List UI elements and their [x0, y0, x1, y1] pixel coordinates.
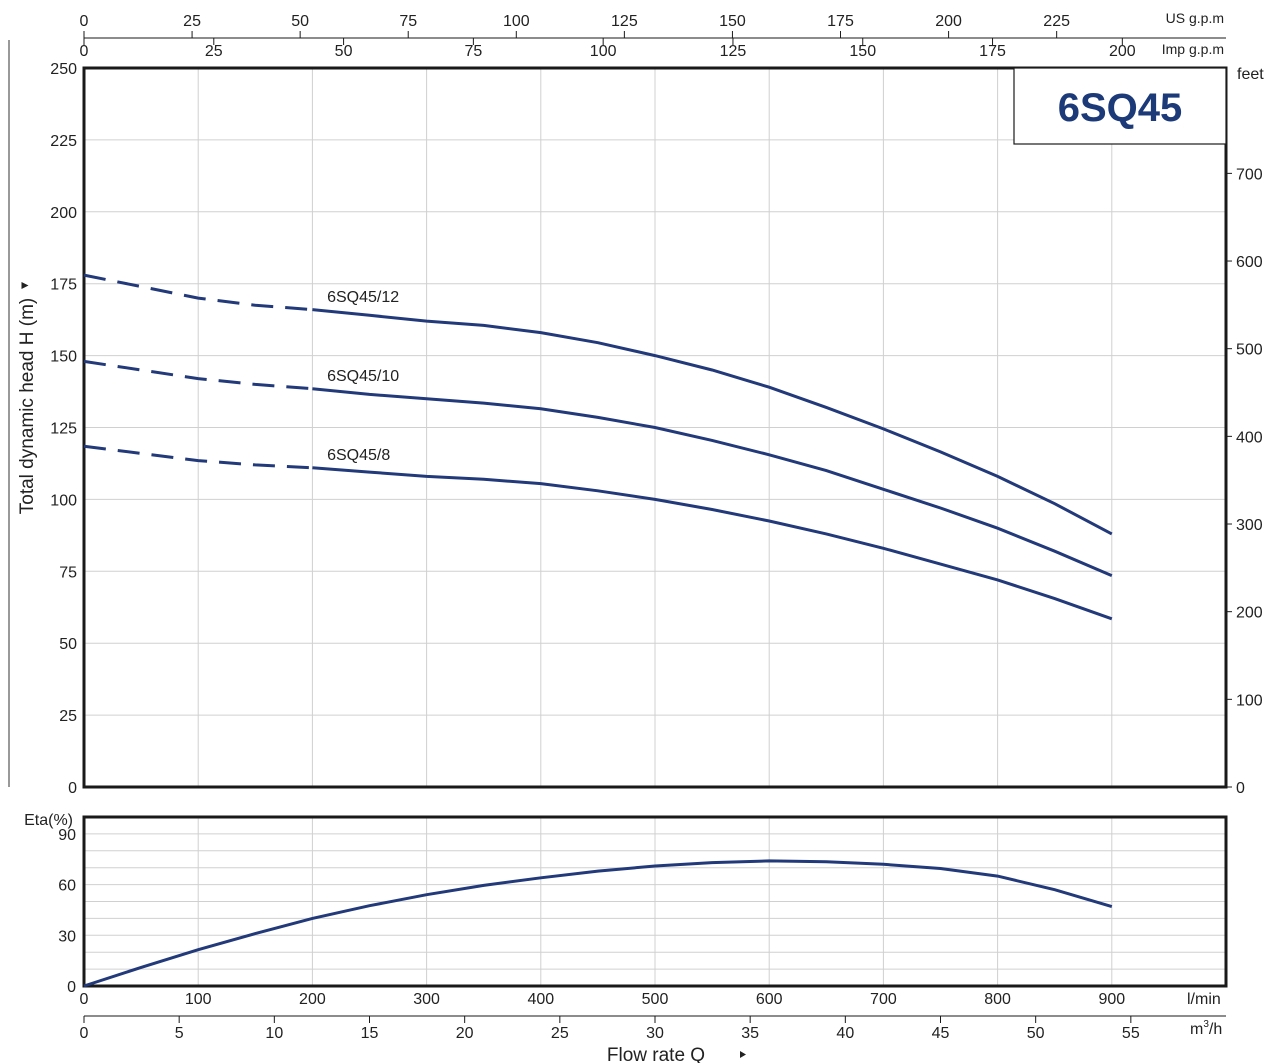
feet-tick-label: 500 [1236, 342, 1263, 359]
us-gpm-tick-label: 175 [827, 13, 854, 30]
head-curve-solid [312, 466, 1113, 621]
efficiency-curve [83, 859, 1113, 988]
head-y-axis-arrow [21, 282, 29, 289]
lmin-unit: l/min [1187, 991, 1221, 1008]
head-y-tick-label: 100 [50, 492, 77, 509]
us-gpm-tick-label: 150 [719, 13, 746, 30]
eta-plot-frame [82, 815, 1228, 988]
imp-gpm-tick-label: 25 [205, 43, 223, 60]
head-series-label: 6SQ45/12 [327, 289, 399, 306]
imp-gpm-tick-label: 175 [979, 43, 1006, 60]
m3h-tick-label: 0 [80, 1025, 89, 1042]
us-gpm-unit: US g.p.m [1166, 10, 1224, 26]
lmin-tick-label: 200 [299, 991, 326, 1008]
m3h-tick-label: 20 [456, 1025, 474, 1042]
head-series-label: 6SQ45/10 [327, 368, 399, 385]
head-curve-solid [312, 387, 1113, 577]
m3h-tick-label: 10 [265, 1025, 283, 1042]
feet-axis-unit: feet [1237, 66, 1264, 83]
head-y-tick-label: 0 [68, 780, 77, 797]
lmin-tick-label: 500 [642, 991, 669, 1008]
m3h-tick-label: 30 [646, 1025, 664, 1042]
m3h-tick-label: 45 [932, 1025, 950, 1042]
imp-gpm-tick-label: 150 [849, 43, 876, 60]
us-gpm-tick-label: 25 [183, 13, 201, 30]
lmin-tick-label: 900 [1098, 991, 1125, 1008]
m3h-unit-superscript: 3 [1203, 1019, 1209, 1030]
head-y-tick-label: 75 [59, 564, 77, 581]
eta-y-tick-label: 30 [58, 928, 76, 945]
lmin-tick-label: 100 [185, 991, 212, 1008]
head-y-tick-label: 225 [50, 133, 77, 150]
imp-gpm-tick-label: 75 [464, 43, 482, 60]
imp-gpm-unit: Imp g.p.m [1162, 41, 1224, 57]
imp-gpm-tick-label: 200 [1109, 43, 1136, 60]
feet-tick-label: 100 [1236, 692, 1263, 709]
eta-y-tick-label: 60 [58, 878, 76, 895]
m3h-tick-label: 40 [836, 1025, 854, 1042]
imp-gpm-tick-label: 50 [335, 43, 353, 60]
lmin-tick-label: 300 [413, 991, 440, 1008]
feet-tick-label: 0 [1236, 780, 1245, 797]
feet-tick-label: 300 [1236, 517, 1263, 534]
head-series-label: 6SQ45/8 [327, 447, 390, 464]
feet-tick-label: 200 [1236, 605, 1263, 622]
us-gpm-tick-label: 125 [611, 13, 638, 30]
head-y-tick-label: 175 [50, 277, 77, 294]
x-axis-arrow [740, 1051, 746, 1058]
eta-y-tick-label: 0 [67, 979, 76, 996]
head-curve-solid [312, 308, 1113, 536]
lmin-tick-label: 0 [80, 991, 89, 1008]
head-y-tick-label: 125 [50, 421, 77, 438]
lmin-tick-label: 700 [870, 991, 897, 1008]
feet-tick-label: 400 [1236, 429, 1263, 446]
lmin-tick-label: 800 [984, 991, 1011, 1008]
feet-tick-label: 700 [1236, 166, 1263, 183]
head-y-axis-title: Total dynamic head H (m) [17, 298, 38, 514]
us-gpm-tick-label: 75 [399, 13, 417, 30]
lmin-tick-label: 600 [756, 991, 783, 1008]
eta-y-tick-label: 90 [58, 827, 76, 844]
m3h-tick-label: 55 [1122, 1025, 1140, 1042]
imp-gpm-tick-label: 125 [720, 43, 747, 60]
lmin-tick-label: 400 [527, 991, 554, 1008]
head-curve-dashed [83, 444, 313, 470]
us-gpm-tick-label: 100 [503, 13, 530, 30]
us-gpm-tick-label: 225 [1043, 13, 1070, 30]
m3h-tick-label: 15 [361, 1025, 379, 1042]
imp-gpm-tick-label: 100 [590, 43, 617, 60]
model-title: 6SQ45 [1058, 86, 1183, 130]
head-curve-dashed [83, 359, 313, 391]
head-y-tick-label: 150 [50, 349, 77, 366]
us-gpm-tick-label: 200 [935, 13, 962, 30]
m3h-tick-label: 5 [175, 1025, 184, 1042]
m3h-tick-label: 50 [1027, 1025, 1045, 1042]
head-y-tick-label: 25 [59, 708, 77, 725]
m3h-tick-label: 35 [741, 1025, 759, 1042]
head-y-tick-label: 250 [50, 61, 77, 78]
head-y-tick-label: 50 [59, 636, 77, 653]
model-title-box [1013, 67, 1227, 145]
imp-gpm-tick-label: 0 [80, 43, 89, 60]
eta-y-axis-title: Eta(%) [24, 812, 73, 829]
x-axis-title: Flow rate Q [607, 1045, 705, 1063]
head-plot-frame [82, 66, 1228, 789]
feet-tick-label: 600 [1236, 254, 1263, 271]
head-y-tick-label: 200 [50, 205, 77, 222]
head-curve-dashed [83, 273, 313, 312]
us-gpm-tick-label: 0 [80, 13, 89, 30]
m3h-unit: m3/h [1190, 1019, 1222, 1038]
m3h-unit-suffix: /h [1209, 1021, 1222, 1038]
m3h-tick-label: 25 [551, 1025, 569, 1042]
us-gpm-tick-label: 50 [291, 13, 309, 30]
